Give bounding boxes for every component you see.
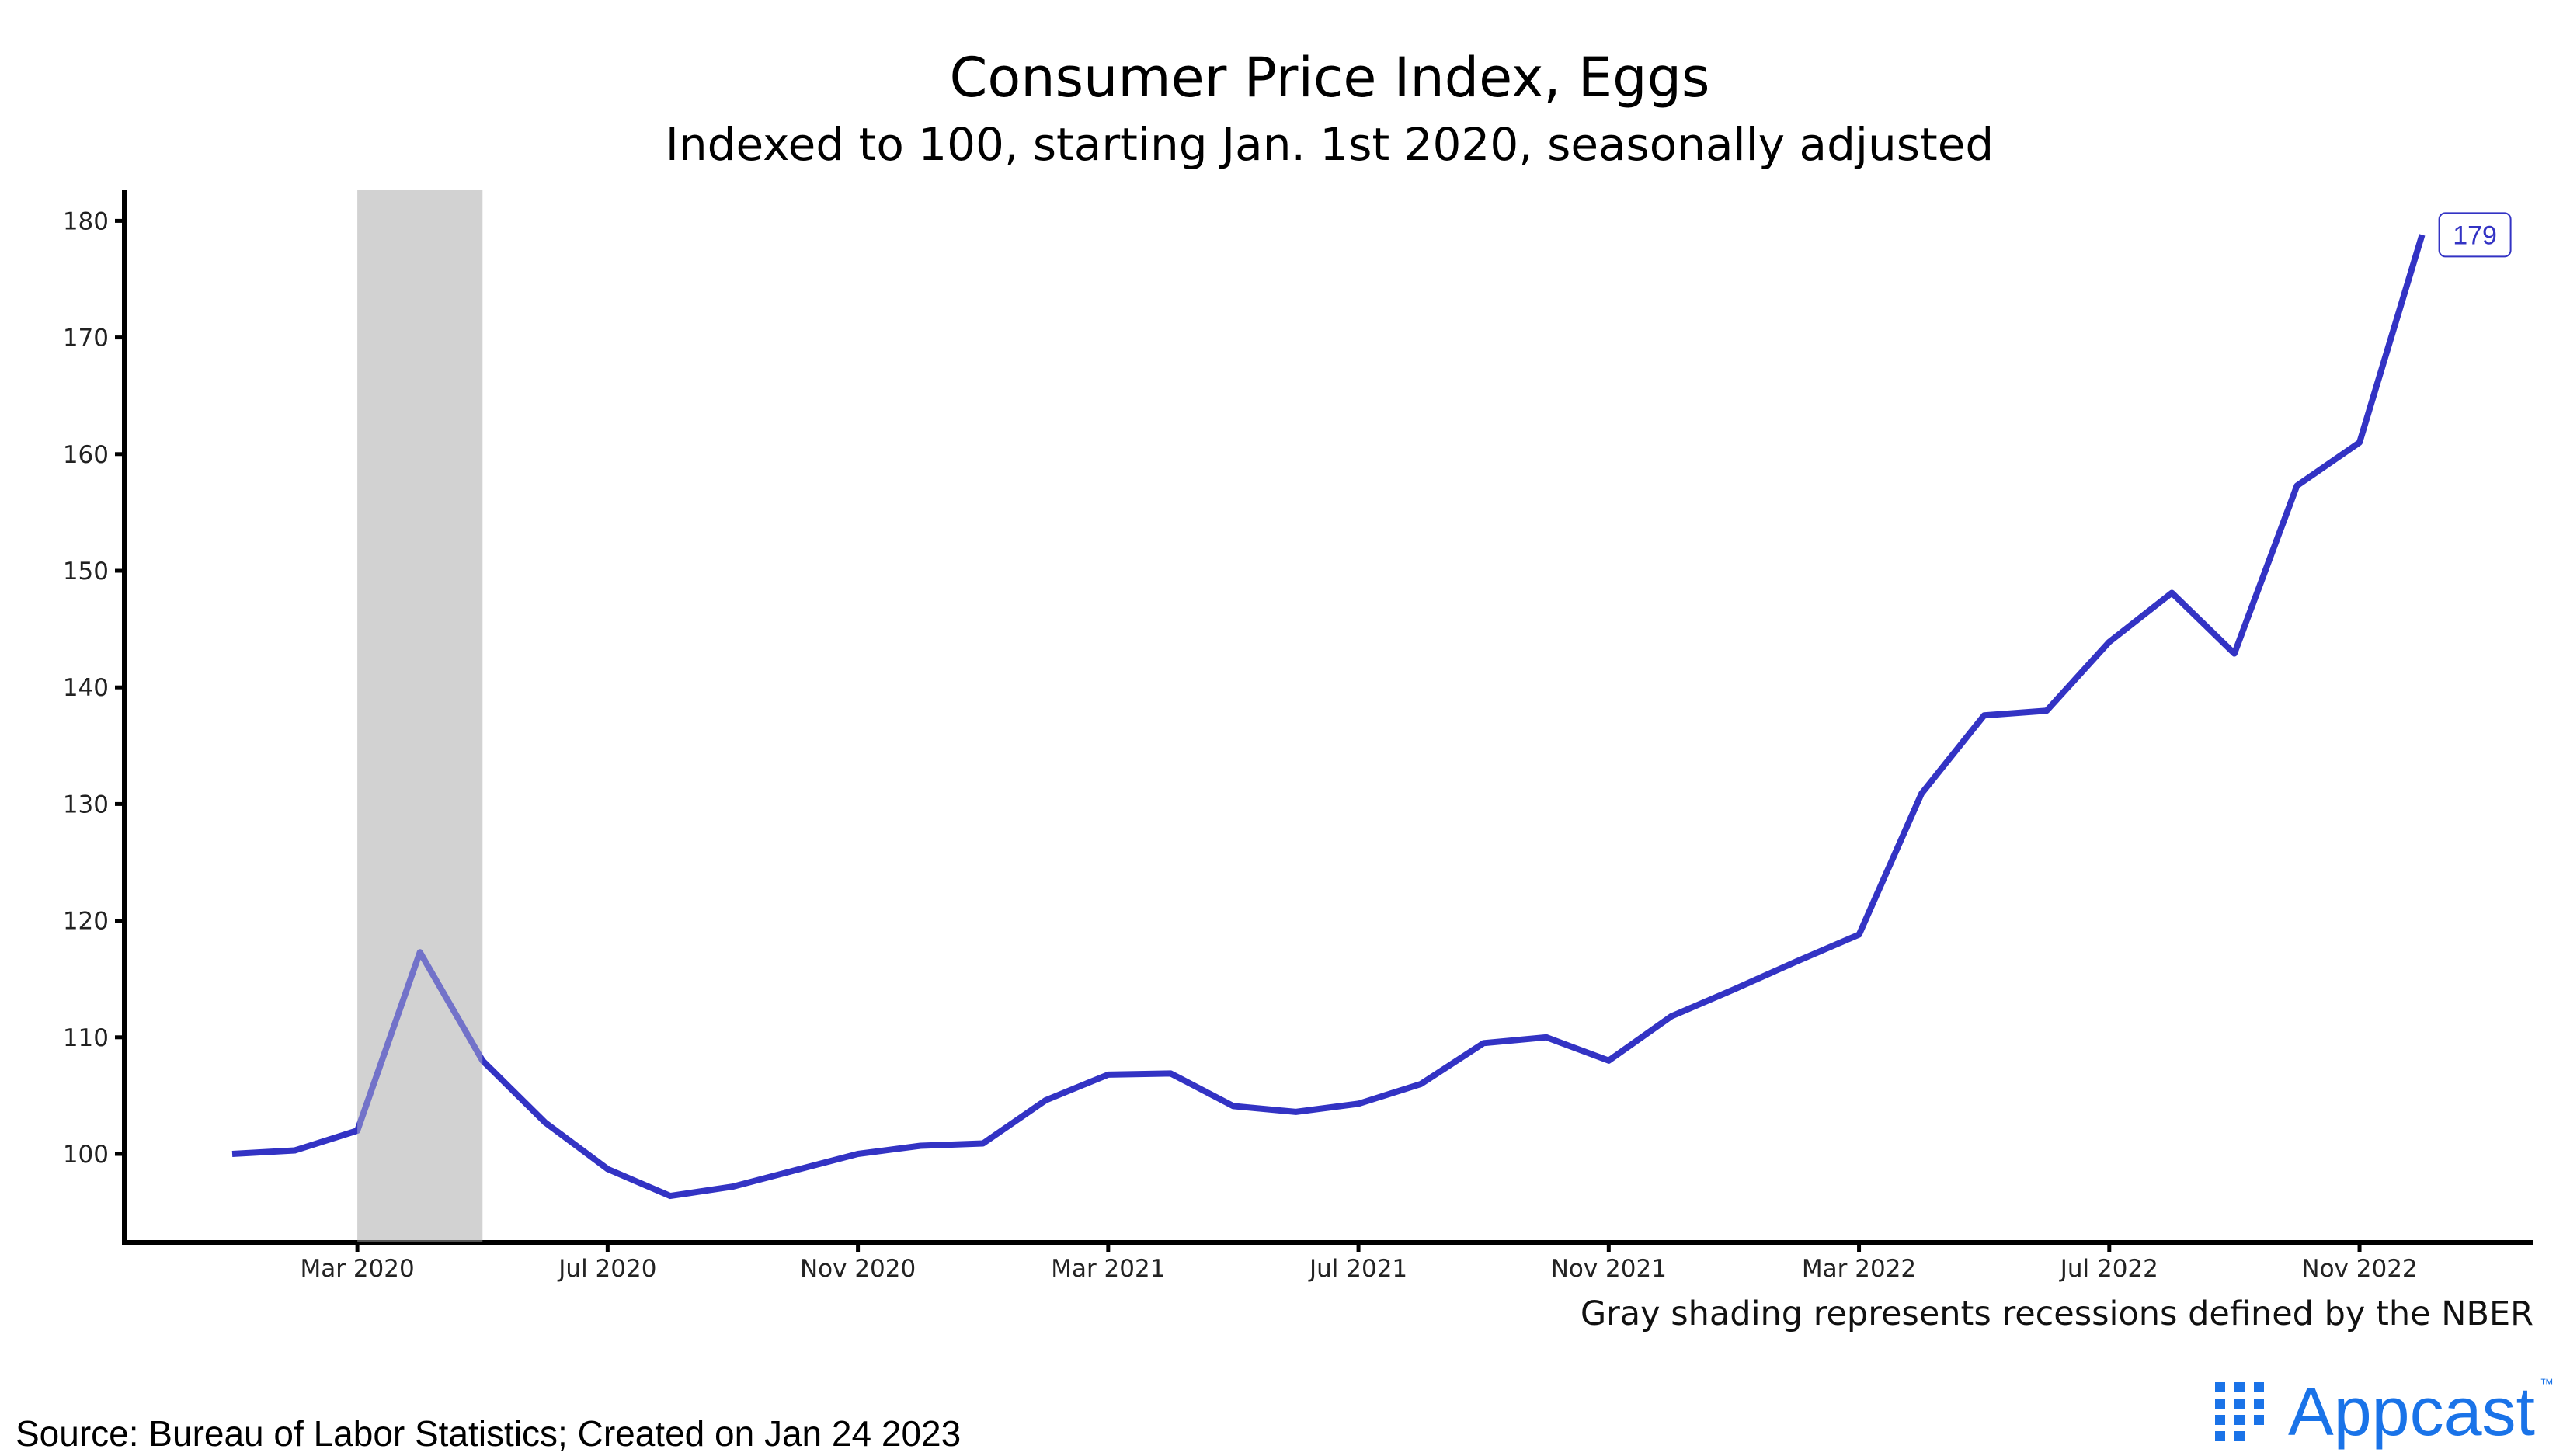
source-note: Source: Bureau of Labor Statistics; Crea…	[16, 1413, 961, 1454]
y-tick-label: 180	[63, 207, 109, 235]
y-tick-label: 150	[63, 558, 109, 586]
x-tick-label: Nov 2022	[2301, 1255, 2417, 1283]
appcast-logo: Appcast ™	[2215, 1373, 2554, 1450]
chart-subtitle: Indexed to 100, starting Jan. 1st 2020, …	[666, 118, 1994, 171]
series-line	[231, 234, 2426, 1200]
end-value-label: 179	[2438, 212, 2512, 258]
logo-dot	[2215, 1399, 2225, 1409]
recession-overlay	[357, 190, 483, 1242]
logo-dot	[2215, 1431, 2225, 1441]
x-tick-label: Nov 2021	[1551, 1255, 1667, 1283]
logo-dot	[2215, 1415, 2225, 1425]
y-tick-label: 100	[63, 1141, 109, 1169]
x-tick-label: Jul 2021	[1308, 1255, 1407, 1283]
logo-dot	[2215, 1382, 2225, 1392]
logo-dot	[2234, 1431, 2245, 1441]
appcast-logo-text: Appcast	[2288, 1373, 2535, 1450]
logo-dot	[2254, 1415, 2264, 1425]
y-tick-label: 130	[63, 791, 109, 818]
y-tick-label: 160	[63, 441, 109, 469]
y-tick-label: 110	[63, 1024, 109, 1052]
x-tick-label: Mar 2021	[1051, 1255, 1165, 1283]
chart-title: Consumer Price Index, Eggs	[950, 46, 1710, 109]
trademark: ™	[2540, 1376, 2554, 1392]
x-tick-label: Mar 2020	[300, 1255, 414, 1283]
logo-dot	[2234, 1399, 2245, 1409]
recession-note: Gray shading represents recessions defin…	[1581, 1294, 2533, 1333]
appcast-logo-icon	[2215, 1382, 2264, 1441]
y-tick-label: 170	[63, 325, 109, 353]
x-tick-label: Jul 2020	[557, 1255, 656, 1283]
y-tick-label: 120	[63, 908, 109, 936]
logo-dot	[2254, 1382, 2264, 1392]
logo-dot	[2234, 1415, 2245, 1425]
end-value-text: 179	[2453, 221, 2497, 250]
x-tick-label: Jul 2022	[2059, 1255, 2158, 1283]
logo-dot	[2254, 1399, 2264, 1409]
x-tick-label: Mar 2022	[1802, 1255, 1916, 1283]
x-tick-label: Nov 2020	[800, 1255, 916, 1283]
y-tick-label: 140	[63, 674, 109, 702]
logo-dot	[2234, 1382, 2245, 1392]
